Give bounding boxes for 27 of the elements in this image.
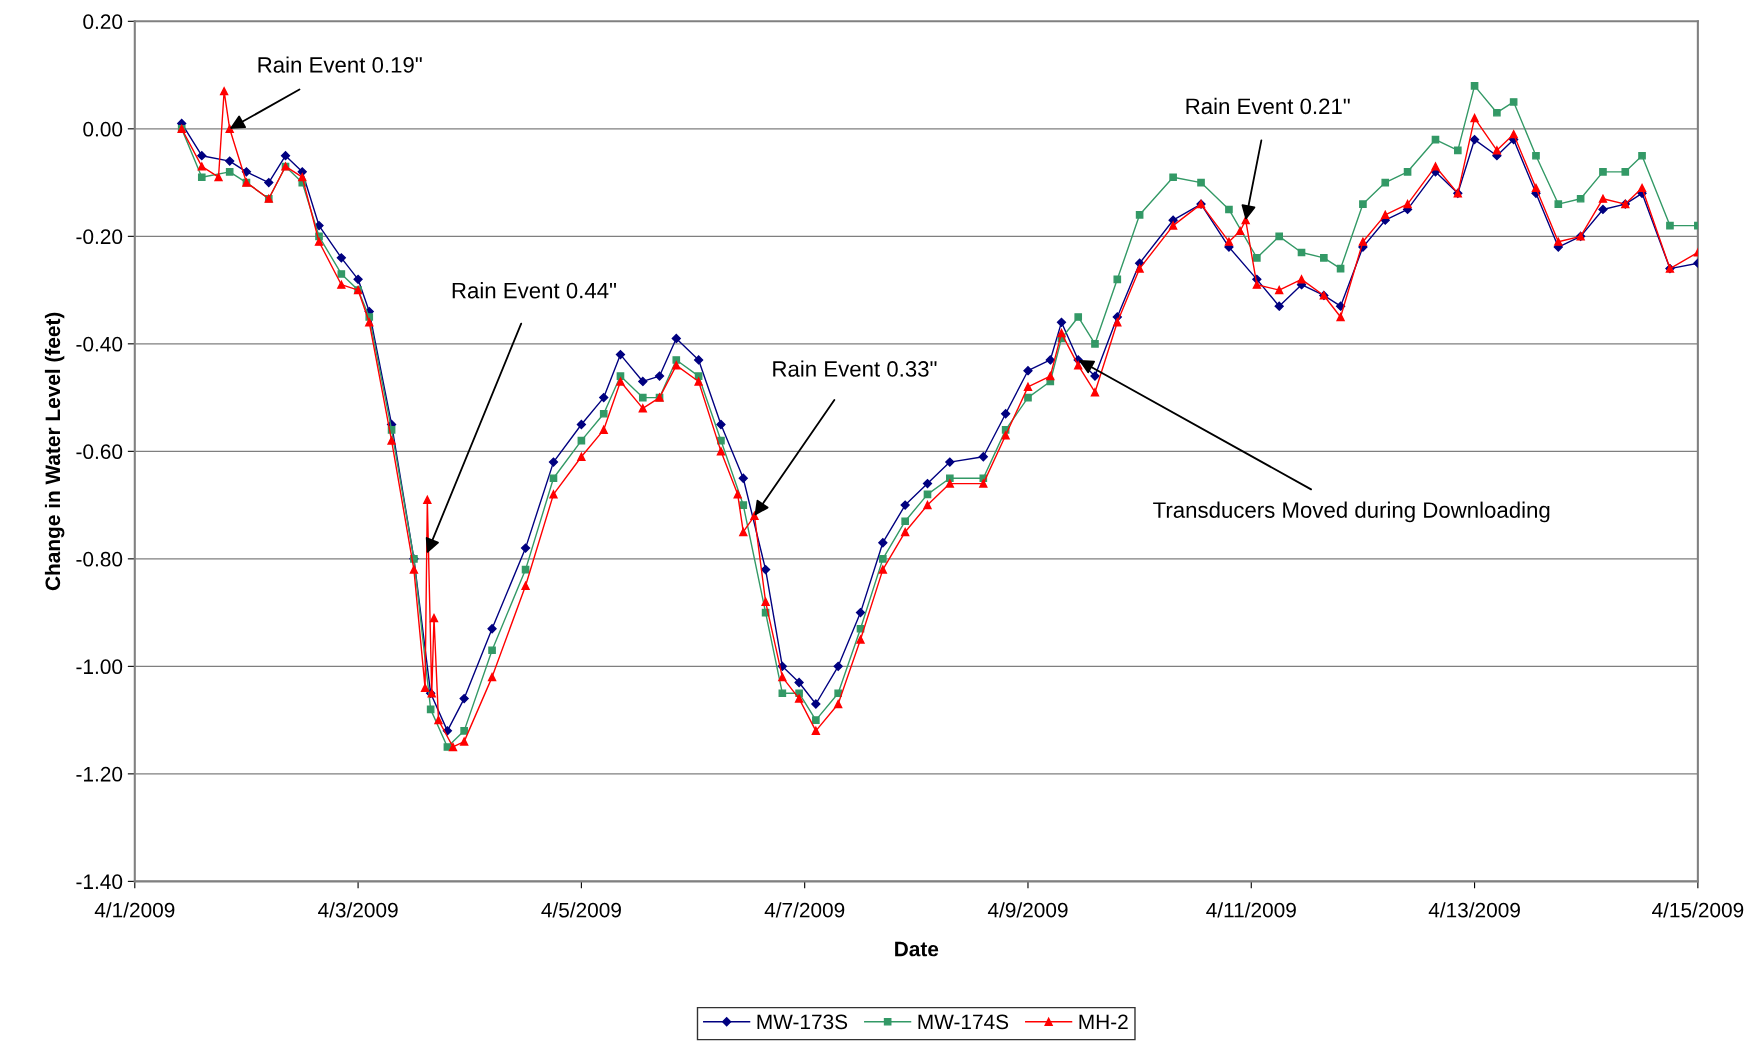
legend-label: MW-173S: [757, 1014, 848, 1030]
y-tick-label: 0.00: [83, 121, 123, 137]
x-tick-label: 4/5/2009: [541, 902, 621, 918]
y-tick-label: -0.40: [76, 336, 123, 352]
legend-label: MW-174S: [918, 1014, 1009, 1030]
x-tick-label: 4/11/2009: [1206, 902, 1296, 918]
y-tick-label: -1.40: [76, 874, 123, 890]
annotation: Transducers Moved during Downloading: [1153, 501, 1550, 523]
y-tick-label: -1.20: [76, 766, 123, 782]
y-tick-label: -0.60: [76, 444, 123, 460]
annotation: Rain Event 0.19": [258, 56, 422, 73]
annotation: Rain Event 0.21": [1186, 97, 1350, 115]
y-tick-label: 0.20: [83, 14, 123, 30]
x-tick-label: 4/9/2009: [987, 902, 1068, 918]
legend-label: MH-2: [1079, 1014, 1128, 1030]
annotation: Rain Event 0.33": [773, 360, 937, 377]
y-tick-label: -1.00: [76, 659, 123, 675]
annotation: Rain Event 0.44": [452, 282, 617, 299]
y-tick-label: -0.80: [76, 551, 123, 567]
x-tick-label: 4/7/2009: [764, 902, 845, 918]
x-tick-label: 4/13/2009: [1428, 902, 1520, 918]
x-tick-label: 4/3/2009: [318, 902, 398, 918]
x-tick-label: 4/1/2009: [94, 902, 175, 918]
y-tick-label: -0.20: [76, 229, 123, 245]
y-axis-title: Change in Water Level (feet): [44, 312, 65, 591]
x-tick-label: 4/15/2009: [1652, 902, 1744, 918]
x-axis-title: Date: [895, 941, 939, 957]
